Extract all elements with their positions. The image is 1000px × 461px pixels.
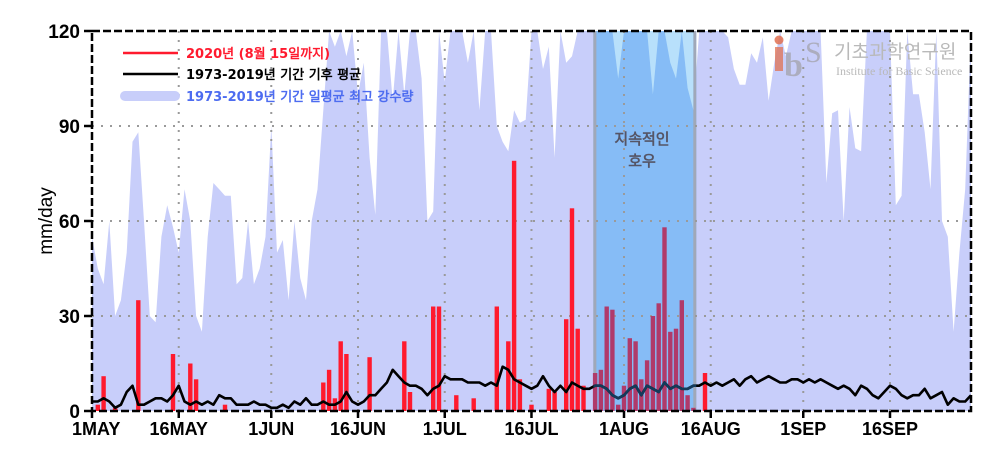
- legend-label-max: 1973-2019년 기간 일평균 최고 강수량: [186, 89, 413, 105]
- ibs-logo: b S 기초과학연구원 Institute for Basic Science: [774, 35, 962, 84]
- y-axis-label: mm/day: [36, 187, 57, 255]
- bar-2020: [471, 398, 476, 411]
- annotation-line2: 호우: [628, 152, 656, 170]
- bar-2020: [691, 407, 696, 411]
- bar-2020: [517, 379, 523, 411]
- bar-2020: [193, 379, 199, 411]
- y-tick-label: 30: [59, 307, 80, 328]
- x-tick-label: 1JUL: [423, 419, 467, 439]
- bar-2020: [668, 331, 673, 411]
- bar-2020: [627, 338, 632, 411]
- x-axis: 1MAY 16MAY 1JUN 16JUN 1JUL 16JUL 1AUG 16AUG 1SEP…: [72, 411, 918, 439]
- bar-2020: [367, 357, 372, 411]
- logo-i-dot: [774, 35, 784, 45]
- logo-s: S: [805, 36, 822, 69]
- highlight-edge-right: [693, 31, 697, 411]
- x-tick-label: 1MAY: [72, 419, 120, 439]
- x-tick-label: 16JUN: [330, 419, 386, 439]
- bar-2020: [112, 407, 118, 411]
- bars-2020: [95, 160, 708, 411]
- bar-2020: [673, 328, 679, 411]
- logo-korean: 기초과학연구원: [834, 41, 956, 63]
- bar-2020: [650, 316, 656, 411]
- bar-2020: [170, 354, 176, 411]
- x-tick-label: 16AUG: [681, 419, 741, 439]
- highlight-edge-left: [593, 31, 597, 411]
- bar-2020: [604, 306, 609, 411]
- x-tick-label: 16MAY: [150, 419, 208, 439]
- bar-2020: [569, 208, 575, 411]
- bar-2020: [598, 369, 604, 411]
- bar-2020: [546, 388, 551, 411]
- legend: 2020년 (8월 15일까지) 1973-2019년 기간 기후 평균 197…: [120, 46, 413, 105]
- bar-2020: [610, 309, 615, 411]
- grid-lines: [92, 31, 971, 411]
- x-tick-label: 1AUG: [599, 419, 649, 439]
- bar-2020: [344, 354, 349, 411]
- x-tick-label: 1SEP: [780, 419, 826, 439]
- bar-2020: [529, 404, 534, 411]
- climate-mean-line: [92, 365, 972, 410]
- x-tick-label: 1JUN: [248, 419, 294, 439]
- bar-2020: [494, 306, 499, 411]
- logo-english: Institute for Basic Science: [836, 64, 962, 78]
- bar-2020: [454, 395, 459, 411]
- bar-2020: [552, 392, 557, 411]
- bar-2020: [431, 306, 436, 411]
- annotation-persistent-rain: 지속적인 호우: [614, 130, 669, 170]
- bar-2020: [101, 376, 106, 411]
- bar-2020: [436, 306, 442, 411]
- bar-2020: [188, 363, 193, 411]
- bar-2020: [685, 395, 690, 411]
- bar-2020: [511, 160, 517, 411]
- bar-2020: [136, 300, 141, 411]
- legend-label-mean: 1973-2019년 기간 기후 평균: [186, 67, 361, 83]
- y-tick-label: 60: [59, 212, 80, 233]
- bar-2020: [656, 303, 661, 411]
- bar-2020: [592, 373, 598, 411]
- bar-2020: [321, 382, 326, 411]
- bar-2020: [679, 300, 684, 411]
- bar-2020: [95, 404, 100, 411]
- bar-2020: [702, 373, 708, 411]
- bar-2020: [662, 227, 667, 411]
- logo-b: b: [784, 47, 803, 84]
- bar-2020: [326, 369, 332, 411]
- y-tick-label: 120: [48, 22, 80, 43]
- bar-2020: [407, 392, 413, 411]
- mean-line: [92, 365, 972, 410]
- y-axis: 0 30 60 90 120: [48, 22, 92, 423]
- bar-2020: [575, 328, 580, 411]
- bar-2020: [621, 385, 627, 411]
- logo-i-stem: [775, 47, 783, 71]
- y-tick-label: 0: [69, 402, 80, 423]
- legend-swatch-max: [120, 91, 180, 101]
- bar-2020: [564, 319, 569, 411]
- x-tick-label: 16SEP: [862, 419, 918, 439]
- bar-2020: [402, 341, 407, 411]
- legend-label-2020: 2020년 (8월 15일까지): [186, 46, 330, 62]
- bar-2020: [616, 404, 621, 411]
- bar-2020: [581, 385, 586, 411]
- bar-2020: [338, 341, 343, 411]
- bar-2020: [506, 341, 511, 411]
- bar-2020: [222, 404, 228, 411]
- highlight-envelope-gap: [596, 31, 694, 110]
- bar-2020: [633, 341, 638, 411]
- annotation-line1: 지속적인: [614, 130, 669, 148]
- x-tick-label: 16JUL: [504, 419, 558, 439]
- y-tick-label: 90: [59, 117, 80, 138]
